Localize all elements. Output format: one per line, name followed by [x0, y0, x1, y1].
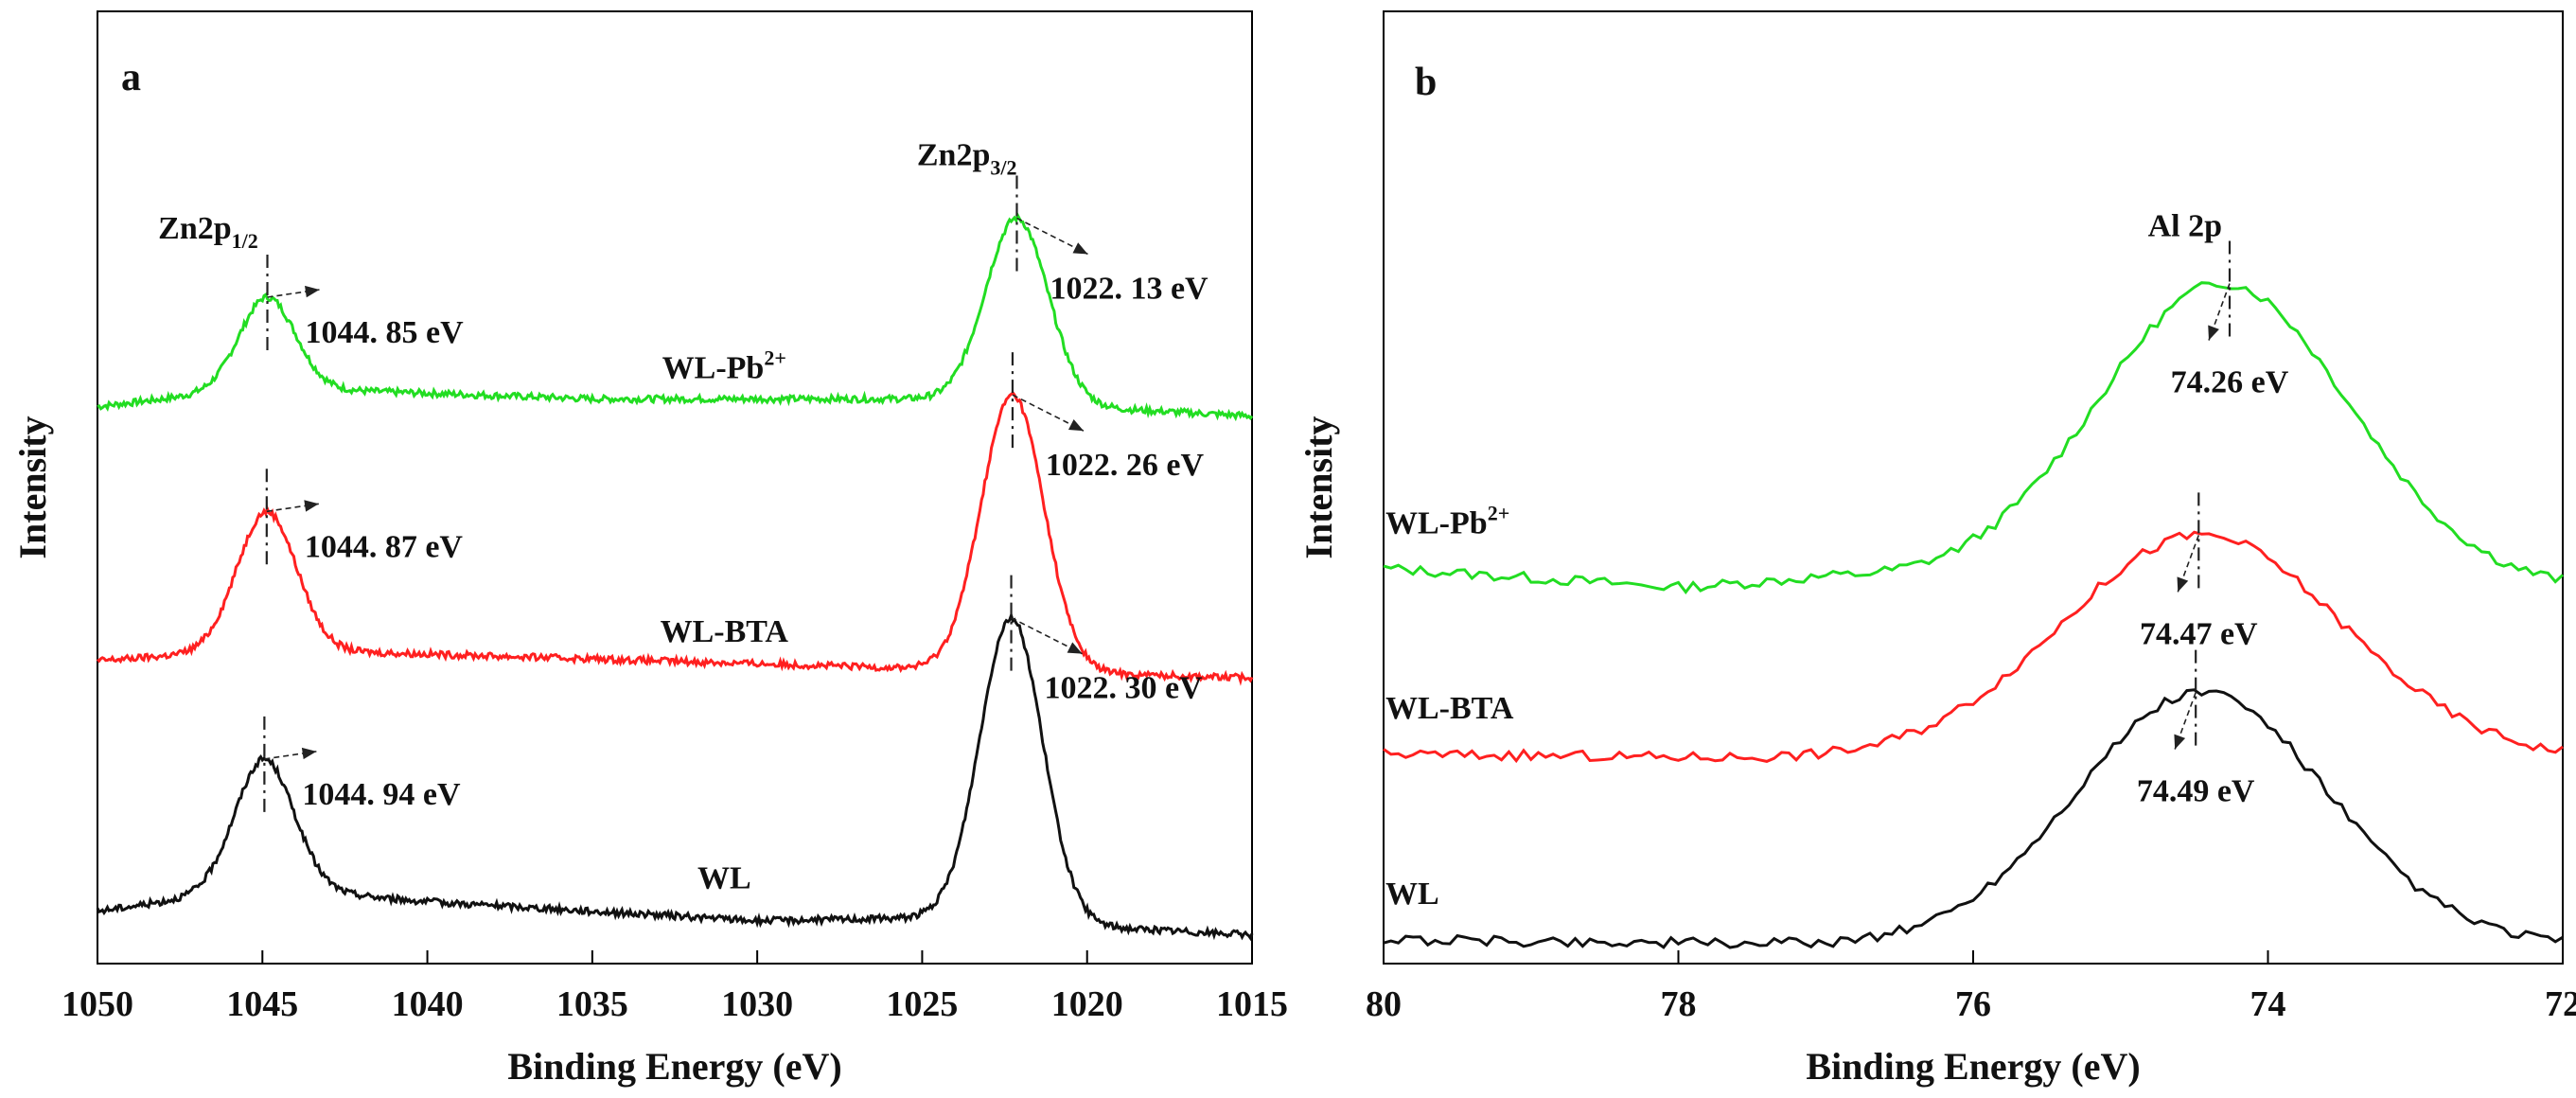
annotation-arrow-head [2208, 325, 2219, 341]
x-tick-label: 1015 [1216, 984, 1288, 1024]
peak-value-label: 74.49 eV [2137, 774, 2255, 809]
peak-name-label: Al 2p [2148, 209, 2222, 244]
series-name-label: WL-Pb2+ [1385, 502, 1509, 541]
x-tick-label: 74 [2250, 984, 2286, 1024]
panel-letter: b [1415, 61, 1437, 104]
series-line [97, 211, 1254, 422]
series-line [96, 611, 1254, 942]
peak-name-label: Zn2p3/2 [917, 138, 1017, 180]
x-tick-label: 1040 [392, 984, 464, 1024]
annotation-arrow-head [304, 500, 319, 512]
peak-value-label: 74.47 eV [2140, 616, 2258, 651]
x-tick-label: 72 [2545, 984, 2576, 1024]
peak-value-label: 1044. 94 eV [302, 777, 461, 812]
plot-frame [97, 10, 1253, 965]
x-tick-label: 1030 [721, 984, 793, 1024]
annotation-arrow-head [305, 285, 320, 298]
x-tick-label: 80 [1366, 984, 1402, 1024]
peak-name-label: Zn2p1/2 [158, 211, 258, 253]
peak-value-label: 1022. 13 eV [1050, 271, 1209, 306]
peak-value-label: 1044. 85 eV [306, 315, 465, 350]
series-wl-bta: 74.47 eV WL-BTA [1383, 492, 2564, 764]
series-line [1383, 281, 2565, 594]
annotation-arrow-head [2177, 576, 2189, 593]
panel-a-zn2p-spectra: a 1050 1045 1040 1035 1030 1025 1020 1015 Binding… [11, 10, 1288, 1088]
panel-b-al2p-spectra: b 80 78 76 74 72 Binding Energy (eV) Intensity 7… [1297, 10, 2576, 1088]
panel-letter: a [121, 56, 141, 99]
series-line [96, 390, 1254, 686]
series-line [1383, 530, 2564, 764]
series-name-label: WL-Pb2+ [662, 345, 786, 385]
series-name-label: WL-BTA [661, 614, 789, 649]
annotation-arrow-head [2174, 734, 2186, 750]
series-line [1383, 688, 2564, 949]
series-wl: 74.49 eV WL [1383, 649, 2564, 949]
y-axis-title: Intensity [1297, 416, 1340, 558]
series-name-label: WL [697, 861, 751, 896]
series-name-label: WL [1385, 877, 1439, 912]
series-wl: 1044. 94 eV 1022. 30 eV WL [96, 575, 1254, 942]
peak-value-label: 1044. 87 eV [305, 529, 464, 564]
x-axis-title: Binding Energy (eV) [507, 1045, 841, 1088]
x-tick-label: 1020 [1051, 984, 1123, 1024]
plot-frame [1383, 10, 2564, 965]
x-tick-label: 76 [1955, 984, 1991, 1024]
series-wl-pb2-: 74.26 eV WL-Pb2+ [1383, 240, 2565, 594]
annotation-arrow-head [1072, 242, 1088, 255]
series-name-label: WL-BTA [1385, 691, 1514, 726]
annotation-arrow-head [1067, 642, 1083, 654]
series-wl-pb2-: 1044. 85 eV 1022. 13 eV WL-Pb2+ [97, 175, 1254, 422]
y-axis-title: Intensity [11, 416, 54, 558]
x-tick-label: 1025 [886, 984, 958, 1024]
peak-value-label: 74.26 eV [2171, 365, 2289, 400]
x-axis-title: Binding Energy (eV) [1806, 1045, 2140, 1088]
annotation-arrow-head [1067, 418, 1084, 432]
x-tick-label: 1035 [556, 984, 628, 1024]
peak-value-label: 1022. 26 eV [1046, 448, 1205, 483]
series-wl-bta: 1044. 87 eV 1022. 26 eV WL-BTA [96, 352, 1254, 686]
peak-value-label: 1022. 30 eV [1045, 671, 1204, 706]
annotation-arrow-head [301, 747, 317, 760]
x-tick-label: 78 [1661, 984, 1697, 1024]
x-tick-label: 1050 [62, 984, 133, 1024]
x-tick-label: 1045 [226, 984, 298, 1024]
